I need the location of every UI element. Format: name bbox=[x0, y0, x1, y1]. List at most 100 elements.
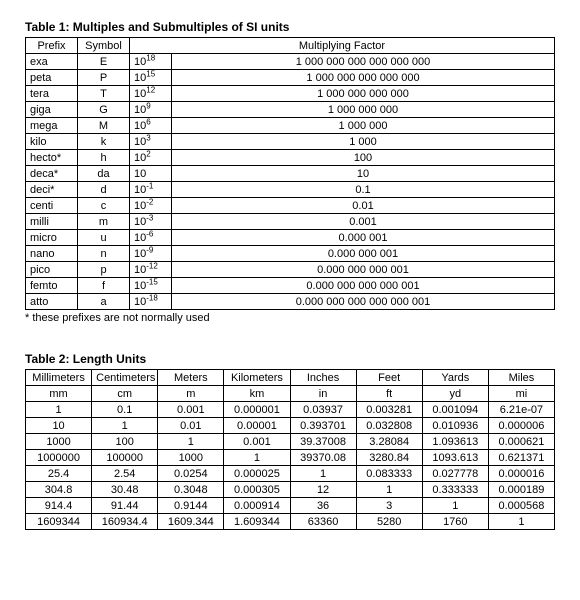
symbol-cell: T bbox=[78, 86, 130, 102]
cell: 36 bbox=[290, 498, 356, 514]
cell: 1609.344 bbox=[158, 514, 224, 530]
table2-abbrev-row: mmcmmkminftydmi bbox=[26, 386, 555, 402]
cell: 1 bbox=[224, 450, 290, 466]
cell: 0.000189 bbox=[488, 482, 554, 498]
cell: 0.000305 bbox=[224, 482, 290, 498]
value-cell: 0.01 bbox=[172, 198, 555, 214]
power-cell: 10 bbox=[130, 166, 172, 182]
cell: Feet bbox=[356, 370, 422, 386]
power-cell: 10-15 bbox=[130, 278, 172, 294]
table1-row: deci*d10-10.1 bbox=[26, 182, 555, 198]
cell: 1000 bbox=[26, 434, 92, 450]
cell: 0.000025 bbox=[224, 466, 290, 482]
prefix-cell: atto bbox=[26, 294, 78, 310]
prefix-cell: hecto* bbox=[26, 150, 78, 166]
cell: 1 bbox=[488, 514, 554, 530]
cell: 0.01 bbox=[158, 418, 224, 434]
table1-row: centic10-20.01 bbox=[26, 198, 555, 214]
table1-row: hecto*h102100 bbox=[26, 150, 555, 166]
cell: 0.001 bbox=[158, 402, 224, 418]
table1-row: gigaG1091 000 000 000 bbox=[26, 102, 555, 118]
table1-row: deca*da1010 bbox=[26, 166, 555, 182]
value-cell: 1 000 000 000 000 bbox=[172, 86, 555, 102]
power-cell: 1015 bbox=[130, 70, 172, 86]
cell: 100000 bbox=[92, 450, 158, 466]
value-cell: 0.001 bbox=[172, 214, 555, 230]
cell: 3280.84 bbox=[356, 450, 422, 466]
cell: Inches bbox=[290, 370, 356, 386]
value-cell: 0.000 000 000 000 001 bbox=[172, 278, 555, 294]
cell: m bbox=[158, 386, 224, 402]
table1-row: microu10-60.000 001 bbox=[26, 230, 555, 246]
cell: 1 bbox=[356, 482, 422, 498]
cell: 0.000568 bbox=[488, 498, 554, 514]
table2-title: Table 2: Length Units bbox=[25, 352, 555, 366]
power-cell: 102 bbox=[130, 150, 172, 166]
table2-row: 10000001000001000139370.083280.841093.61… bbox=[26, 450, 555, 466]
table1: Prefix Symbol Multiplying Factor exaE101… bbox=[25, 37, 555, 310]
cell: Yards bbox=[422, 370, 488, 386]
cell: 1.093613 bbox=[422, 434, 488, 450]
cell: 0.00001 bbox=[224, 418, 290, 434]
value-cell: 0.000 001 bbox=[172, 230, 555, 246]
table2-row: 1010.010.000010.3937010.0328080.0109360.… bbox=[26, 418, 555, 434]
cell: Miles bbox=[488, 370, 554, 386]
symbol-cell: G bbox=[78, 102, 130, 118]
cell: 160934.4 bbox=[92, 514, 158, 530]
power-cell: 10-6 bbox=[130, 230, 172, 246]
table1-row: exaE10181 000 000 000 000 000 000 bbox=[26, 54, 555, 70]
symbol-cell: M bbox=[78, 118, 130, 134]
power-cell: 106 bbox=[130, 118, 172, 134]
symbol-cell: c bbox=[78, 198, 130, 214]
prefix-cell: milli bbox=[26, 214, 78, 230]
symbol-cell: d bbox=[78, 182, 130, 198]
power-cell: 10-1 bbox=[130, 182, 172, 198]
cell: 0.0254 bbox=[158, 466, 224, 482]
table1-row: megaM1061 000 000 bbox=[26, 118, 555, 134]
table1-row: attoa10-180.000 000 000 000 000 001 bbox=[26, 294, 555, 310]
power-cell: 10-12 bbox=[130, 262, 172, 278]
prefix-cell: pico bbox=[26, 262, 78, 278]
power-cell: 10-3 bbox=[130, 214, 172, 230]
cell: 0.03937 bbox=[290, 402, 356, 418]
prefix-cell: mega bbox=[26, 118, 78, 134]
cell: 39.37008 bbox=[290, 434, 356, 450]
prefix-cell: deci* bbox=[26, 182, 78, 198]
cell: 3 bbox=[356, 498, 422, 514]
power-cell: 1018 bbox=[130, 54, 172, 70]
prefix-cell: exa bbox=[26, 54, 78, 70]
symbol-cell: P bbox=[78, 70, 130, 86]
cell: 1 bbox=[158, 434, 224, 450]
cell: 0.393701 bbox=[290, 418, 356, 434]
table1-row: femtof10-150.000 000 000 000 001 bbox=[26, 278, 555, 294]
table1-row: teraT10121 000 000 000 000 bbox=[26, 86, 555, 102]
cell: 0.001094 bbox=[422, 402, 488, 418]
value-cell: 1 000 bbox=[172, 134, 555, 150]
cell: 3.28084 bbox=[356, 434, 422, 450]
prefix-cell: deca* bbox=[26, 166, 78, 182]
value-cell: 100 bbox=[172, 150, 555, 166]
table1-hdr-symbol: Symbol bbox=[78, 38, 130, 54]
cell: 1 bbox=[26, 402, 92, 418]
prefix-cell: giga bbox=[26, 102, 78, 118]
table1-row: nanon10-90.000 000 001 bbox=[26, 246, 555, 262]
prefix-cell: peta bbox=[26, 70, 78, 86]
table2-row: 1609344160934.41609.3441.609344633605280… bbox=[26, 514, 555, 530]
cell: 0.003281 bbox=[356, 402, 422, 418]
symbol-cell: k bbox=[78, 134, 130, 150]
value-cell: 0.000 000 000 001 bbox=[172, 262, 555, 278]
table1-row: millim10-30.001 bbox=[26, 214, 555, 230]
prefix-cell: centi bbox=[26, 198, 78, 214]
cell: Centimeters bbox=[92, 370, 158, 386]
cell: 30.48 bbox=[92, 482, 158, 498]
table2-header-row: MillimetersCentimetersMetersKilometersIn… bbox=[26, 370, 555, 386]
value-cell: 1 000 000 000 bbox=[172, 102, 555, 118]
power-cell: 10-9 bbox=[130, 246, 172, 262]
cell: 1093.613 bbox=[422, 450, 488, 466]
cell: ft bbox=[356, 386, 422, 402]
cell: 1000000 bbox=[26, 450, 92, 466]
cell: 1000 bbox=[158, 450, 224, 466]
symbol-cell: n bbox=[78, 246, 130, 262]
cell: mm bbox=[26, 386, 92, 402]
cell: 10 bbox=[26, 418, 92, 434]
